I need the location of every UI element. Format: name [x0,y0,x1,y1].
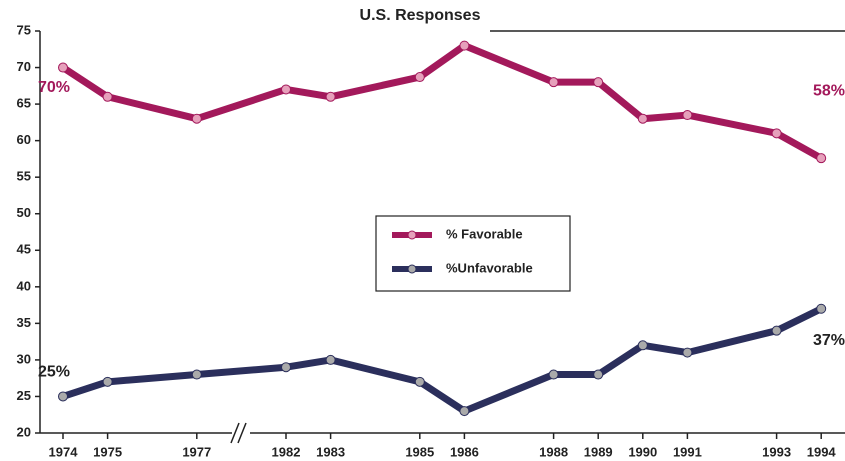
x-tick-label: 1986 [450,444,479,459]
data-point [771,325,782,336]
legend [375,215,571,292]
data-point [459,406,470,417]
y-tick-label: 75 [17,22,31,37]
data-point [548,369,559,380]
y-tick-label: 50 [17,205,31,220]
chart-title: U.S. Responses [360,7,481,24]
x-tick-label: 1985 [405,444,434,459]
legend-label: % Favorable [446,226,523,241]
x-tick-label: 1991 [673,444,702,459]
data-point [414,376,425,387]
data-label: 70% [38,79,70,96]
y-tick-label: 60 [17,132,31,147]
data-point [325,354,336,365]
data-point [281,84,291,95]
data-point [771,128,782,139]
data-point [102,376,113,387]
x-tick-label: 1994 [807,444,837,459]
y-tick-label: 45 [17,242,31,257]
data-point [637,340,648,351]
data-point [281,362,291,373]
data-point [191,369,202,380]
y-tick-label: 20 [17,424,31,439]
legend-label: %Unfavorable [446,260,533,275]
data-point [682,347,693,358]
data-point [816,153,827,164]
y-tick-label: 70 [17,59,31,74]
y-tick-label: 30 [17,351,31,366]
x-tick-label: 1993 [762,444,791,459]
x-tick-label: 1983 [316,444,345,459]
data-label: 25% [38,364,70,381]
x-tick-label: 1975 [93,444,122,459]
legend-marker [407,264,417,274]
legend-marker [407,230,417,240]
data-point [637,113,648,124]
data-point [102,91,113,102]
x-tick-label: 1989 [584,444,613,459]
data-label: 37% [813,332,845,349]
y-tick-label: 55 [17,169,31,184]
data-point [593,369,604,380]
data-point [414,72,425,83]
y-tick-label: 35 [17,315,31,330]
y-tick-label: 25 [17,388,31,403]
data-point [548,77,559,88]
data-point [593,77,604,88]
data-point [58,62,68,73]
x-tick-label: 1982 [272,444,301,459]
data-point [682,110,693,121]
x-tick-label: 1990 [628,444,657,459]
x-tick-label: 1988 [539,444,568,459]
y-tick-label: 65 [17,96,31,111]
y-tick-label: 40 [17,278,31,293]
axis-break [230,422,250,444]
x-tick-label: 1974 [49,444,79,459]
data-point [459,40,470,51]
series-line [61,305,823,415]
x-tick-label: 1977 [182,444,211,459]
data-point [325,91,336,102]
data-label: 58% [813,82,845,99]
series-line [61,42,823,162]
data-point [58,391,68,402]
data-point [191,113,202,124]
data-point [816,303,827,314]
